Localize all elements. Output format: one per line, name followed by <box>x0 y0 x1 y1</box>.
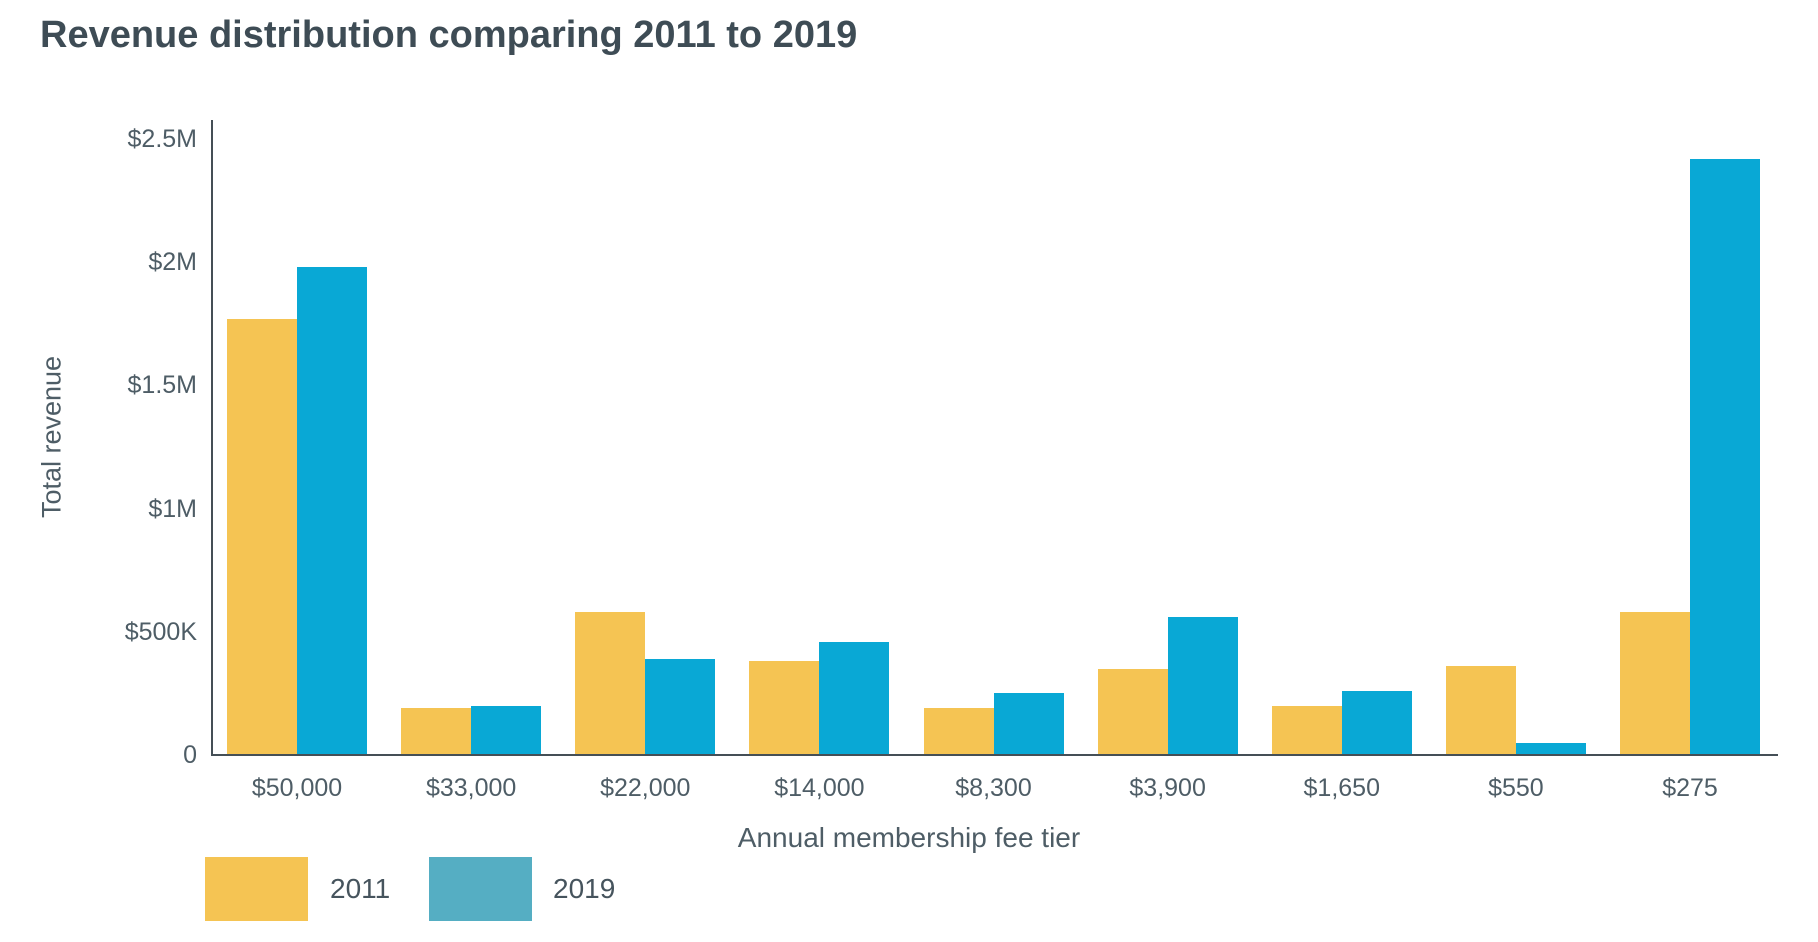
y-tick-label: $1.5M <box>127 371 197 400</box>
x-category-label: $33,000 <box>425 774 517 802</box>
bar-2019-14000 <box>819 642 890 755</box>
legend-swatch-2019 <box>429 857 532 921</box>
x-category-label: $8,300 <box>955 774 1032 802</box>
bar-2011-50000 <box>227 319 297 755</box>
legend-label-2011: 2011 <box>330 873 391 904</box>
y-tick-label: $500K <box>124 617 197 646</box>
bar-2011-275 <box>1620 612 1690 755</box>
bar-2019-22000 <box>645 659 716 755</box>
y-tick-label: $1M <box>148 494 197 523</box>
chart-title: Revenue distribution comparing 2011 to 2… <box>40 14 858 56</box>
x-category-label: $3,900 <box>1129 774 1206 802</box>
x-axis-title: Annual membership fee tier <box>737 822 1081 853</box>
bar-2011-22000 <box>575 612 646 755</box>
bar-2011-1650 <box>1271 706 1342 755</box>
bar-2019-275 <box>1690 159 1760 755</box>
bar-2019-50000 <box>297 267 367 755</box>
x-category-label: $1,650 <box>1303 774 1380 802</box>
bar-2019-33000 <box>471 706 542 755</box>
y-axis-line <box>211 120 213 756</box>
bar-2019-1650 <box>1341 691 1412 755</box>
bar-2019-8300 <box>993 693 1064 755</box>
bar-2011-14000 <box>749 661 820 755</box>
x-category-label: $275 <box>1662 774 1718 802</box>
bar-2011-33000 <box>401 708 472 755</box>
bar-2019-550 <box>1515 743 1586 755</box>
x-category-label: $22,000 <box>600 774 691 802</box>
legend-label-2019: 2019 <box>553 873 616 904</box>
x-category-label: $550 <box>1488 774 1544 802</box>
x-category-label: $14,000 <box>774 774 865 802</box>
y-axis-title: Total revenue <box>36 355 67 519</box>
bar-2019-3900 <box>1167 617 1238 755</box>
x-category-label: $50,000 <box>251 774 343 802</box>
bar-2011-3900 <box>1097 669 1168 755</box>
bar-2011-8300 <box>923 708 994 755</box>
x-axis-line <box>211 754 1778 756</box>
y-tick-label: $2.5M <box>127 125 197 153</box>
y-tick-label: 0 <box>183 741 197 769</box>
bar-2011-550 <box>1445 666 1516 755</box>
y-tick-label: $2M <box>148 248 197 277</box>
legend-swatch-2011 <box>205 857 308 921</box>
